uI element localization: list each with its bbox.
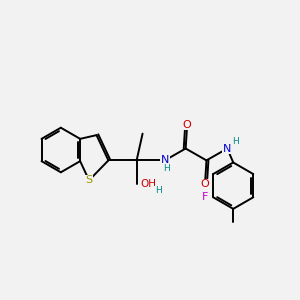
Text: H: H <box>163 164 170 173</box>
Text: O: O <box>183 120 191 130</box>
Text: O: O <box>201 179 209 189</box>
Text: H: H <box>154 186 161 195</box>
Text: H: H <box>232 137 239 146</box>
Text: F: F <box>202 192 209 202</box>
Text: N: N <box>223 143 232 154</box>
Text: S: S <box>85 175 93 185</box>
Text: OH: OH <box>140 179 156 189</box>
Text: N: N <box>161 155 169 165</box>
